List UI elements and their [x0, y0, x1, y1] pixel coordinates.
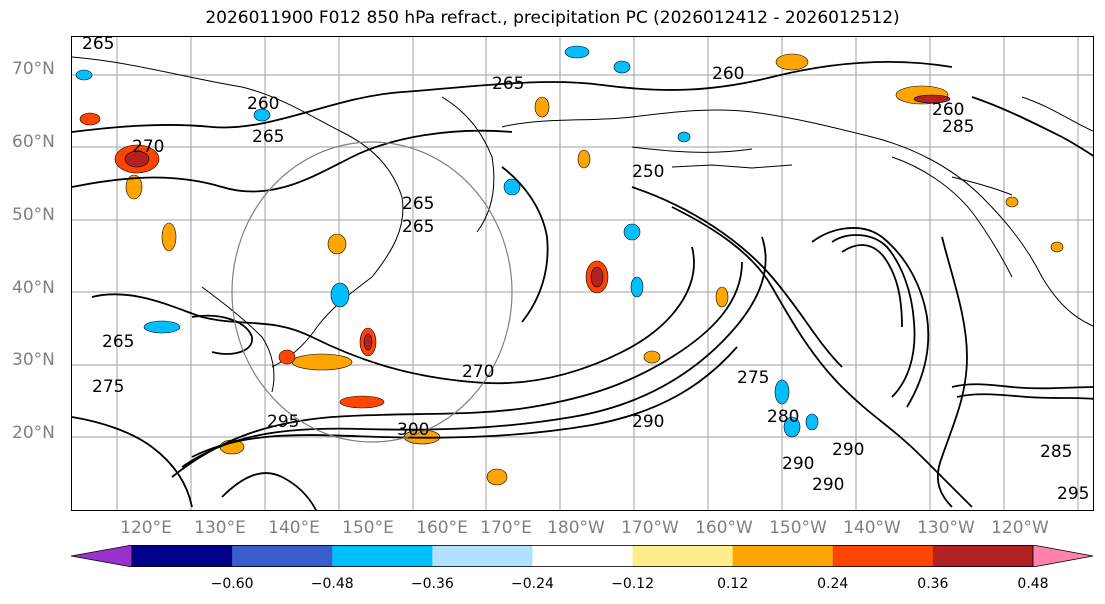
contour-label: 260 — [932, 100, 964, 120]
contour-label: 285 — [942, 117, 974, 137]
colorbar-tick-label: 0.60 — [1093, 576, 1105, 592]
contour-label: 270 — [132, 137, 164, 157]
longitude-label: 180°W — [547, 518, 605, 538]
colorbar-segment — [432, 545, 533, 567]
contour-label: 265 — [492, 74, 524, 94]
longitude-label: 150°W — [769, 518, 827, 538]
longitude-label: 120°W — [991, 518, 1049, 538]
graticule — [72, 37, 1093, 510]
map-svg: 265 270 260 265 265 250 260 265 260 270 265 265 275 2… — [72, 37, 1093, 510]
longitude-label: 130°E — [194, 518, 246, 538]
longitude-label: 170°W — [621, 518, 679, 538]
contour-label: 280 — [767, 407, 799, 427]
latitude-label: 60°N — [12, 132, 55, 152]
contour-label: 260 — [247, 94, 279, 114]
contour-label: 270 — [462, 362, 494, 382]
colorbar-segment — [732, 545, 834, 567]
colorbar-segments — [71, 545, 1094, 567]
contour-label: 290 — [632, 412, 664, 432]
longitude-label: 140°E — [268, 518, 320, 538]
colorbar-segment — [332, 545, 433, 567]
contour-labels: 265 270 260 265 265 250 260 265 260 270 265 265 275 2… — [82, 37, 1089, 504]
contour-label: 265 — [402, 194, 434, 214]
contour-label: 275 — [92, 377, 124, 397]
colorbar-tick-label: −0.60 — [210, 576, 254, 592]
contour-label: 265 — [252, 127, 284, 147]
precip-shading — [75, 45, 1064, 486]
latitude-label: 50°N — [12, 205, 55, 225]
longitude-label: 140°W — [843, 518, 901, 538]
colorbar-tick-label: −0.24 — [510, 576, 554, 592]
contour-label: 265 — [82, 37, 114, 54]
latitude-label: 30°N — [12, 350, 55, 370]
colorbar-tick-label: −0.12 — [611, 576, 654, 592]
contour-label: 265 — [102, 332, 134, 352]
colorbar-segment — [532, 545, 634, 567]
colorbar-segment — [232, 545, 333, 567]
longitude-label: 160°W — [695, 518, 753, 538]
projection-circle — [231, 141, 513, 443]
contour-label: 290 — [832, 440, 864, 460]
latitude-label: 40°N — [12, 278, 55, 298]
colorbar-segment — [132, 545, 233, 567]
latitude-label: 70°N — [12, 59, 55, 79]
colorbar-tick-label: 0.36 — [917, 576, 949, 592]
colorbar-extend-high — [1032, 545, 1094, 567]
colorbar-tick-label: 0.24 — [817, 576, 849, 592]
colorbar-tick-label: 0.12 — [717, 576, 749, 592]
longitude-label: 120°E — [120, 518, 172, 538]
colorbar-tick-label: −0.48 — [310, 576, 354, 592]
colorbar-extend-low — [71, 545, 133, 567]
contour-label: 300 — [397, 420, 429, 440]
contour-label: 290 — [782, 454, 814, 474]
contour-label: 265 — [402, 217, 434, 237]
refractivity-contours — [72, 60, 1093, 510]
longitude-label: 160°E — [416, 518, 468, 538]
contour-label: 295 — [1057, 484, 1089, 504]
longitude-label: 130°W — [917, 518, 975, 538]
contour-label: 275 — [737, 368, 769, 388]
map-panel[interactable]: 265 270 260 265 265 250 260 265 260 270 265 265 275 2… — [71, 36, 1094, 511]
contour-label: 260 — [712, 64, 744, 84]
colorbar-segment — [932, 545, 1034, 567]
colorbar-segment — [832, 545, 934, 567]
contour-label: 290 — [812, 475, 844, 495]
longitude-label: 150°E — [342, 518, 394, 538]
contour-label: 250 — [632, 162, 664, 182]
contour-label: 285 — [1040, 442, 1072, 462]
map-title: 2026011900 F012 850 hPa refract., precip… — [205, 8, 900, 28]
contour-label: 295 — [267, 412, 299, 432]
longitude-label: 170°E — [480, 518, 532, 538]
latitude-label: 20°N — [12, 423, 55, 443]
colorbar-tick-label: −0.36 — [410, 576, 454, 592]
colorbar — [71, 545, 1094, 567]
colorbar-tick-label: 0.48 — [1017, 576, 1049, 592]
colorbar-segment — [632, 545, 734, 567]
